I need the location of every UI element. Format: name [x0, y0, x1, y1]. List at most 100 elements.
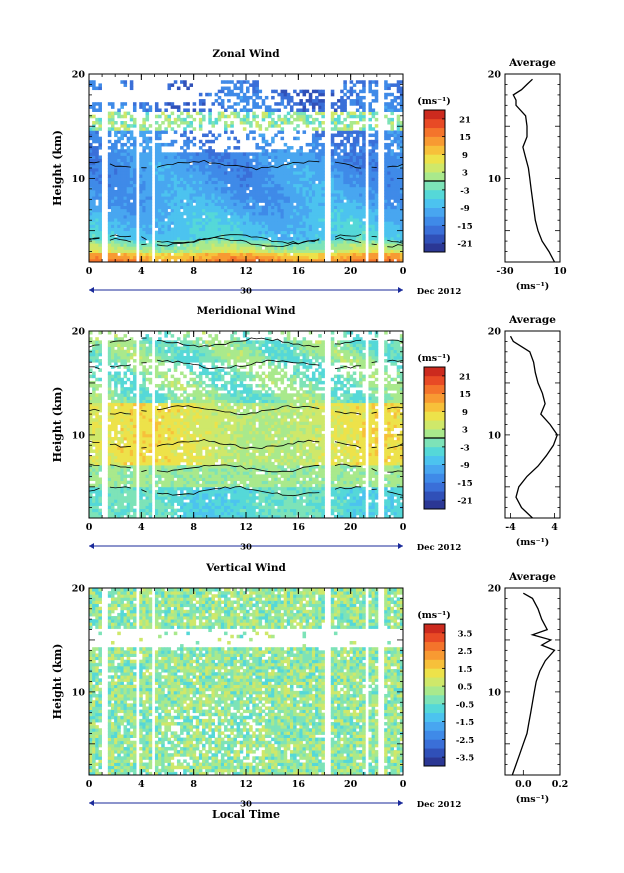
- heatmap-cell: [95, 127, 99, 131]
- heatmap-cell: [220, 114, 225, 119]
- heatmap-cell: [92, 246, 96, 250]
- heatmap-cell: [239, 86, 244, 91]
- heatmap-cell: [192, 230, 197, 235]
- heatmap-cell: [180, 199, 184, 203]
- heatmap-cell: [129, 189, 134, 194]
- heatmap-cell: [117, 418, 121, 422]
- heatmap-cell: [161, 243, 165, 247]
- heatmap-cell: [129, 440, 134, 444]
- heatmap-cell: [211, 102, 215, 106]
- heatmap-cell: [340, 224, 344, 228]
- heatmap-cell: [227, 174, 231, 178]
- heatmap-cell: [154, 180, 159, 185]
- heatmap-cell: [355, 171, 360, 175]
- heatmap-cell: [98, 415, 102, 419]
- heatmap-cell: [264, 202, 269, 206]
- heatmap-cell: [355, 168, 360, 172]
- heatmap-cell: [321, 174, 325, 178]
- heatmap-cell: [362, 149, 366, 153]
- heatmap-cell: [293, 205, 297, 210]
- heatmap-cell: [236, 111, 241, 116]
- heatmap-cell: [321, 202, 325, 206]
- heatmap-cell: [261, 224, 266, 228]
- heatmap-cell: [92, 202, 96, 206]
- heatmap-cell: [208, 146, 212, 150]
- heatmap-cell: [183, 208, 187, 213]
- heatmap-cell: [387, 86, 391, 91]
- heatmap-cell: [148, 152, 153, 156]
- heatmap-cell: [302, 174, 307, 178]
- heatmap-cell: [161, 121, 165, 125]
- heatmap-cell: [95, 177, 99, 181]
- heatmap-cell: [274, 183, 278, 188]
- heatmap-cell: [311, 227, 316, 232]
- heatmap-cell: [114, 355, 118, 360]
- heatmap-cell: [205, 189, 209, 194]
- heatmap-cell: [302, 224, 307, 228]
- heatmap-cell: [355, 155, 360, 159]
- heatmap-cell: [123, 365, 128, 369]
- heatmap-cell: [387, 215, 391, 219]
- heatmap-cell: [252, 114, 256, 119]
- heatmap-cell: [114, 258, 118, 263]
- heatmap-cell: [299, 99, 303, 103]
- heatmap-cell: [202, 149, 206, 153]
- heatmap-cell: [349, 80, 354, 84]
- heatmap-cell: [359, 193, 363, 197]
- heatmap-cell: [142, 149, 146, 153]
- heatmap-cell: [220, 89, 225, 94]
- heatmap-cell: [192, 255, 197, 260]
- heatmap-cell: [129, 130, 134, 134]
- heatmap-cell: [92, 83, 96, 87]
- heatmap-cell: [139, 352, 143, 357]
- heatmap-cell: [261, 193, 266, 197]
- heatmap-cell: [92, 502, 96, 506]
- heatmap-cell: [98, 218, 102, 222]
- heatmap-cell: [239, 80, 244, 84]
- heatmap-cell: [145, 205, 150, 210]
- heatmap-cell: [198, 215, 203, 219]
- heatmap-cell: [349, 180, 354, 185]
- heatmap-cell: [114, 390, 118, 394]
- heatmap-cell: [183, 211, 187, 216]
- heatmap-cell: [255, 196, 259, 200]
- heatmap-cell: [252, 99, 256, 103]
- heatmap-cell: [139, 362, 143, 366]
- heatmap-cell: [107, 408, 112, 413]
- heatmap-cell: [129, 508, 134, 513]
- heatmap-cell: [355, 243, 360, 247]
- heatmap-cell: [139, 461, 143, 466]
- heatmap-cell: [186, 249, 190, 253]
- heatmap-cell: [98, 121, 102, 125]
- heatmap-cell: [95, 246, 99, 250]
- heatmap-cell: [299, 186, 303, 191]
- heatmap-cell: [271, 158, 275, 163]
- heatmap-cell: [205, 202, 209, 206]
- heatmap-cell: [123, 458, 128, 463]
- heatmap-cell: [330, 233, 335, 238]
- heatmap-cell: [246, 202, 250, 206]
- heatmap-cell: [264, 152, 269, 156]
- heatmap-cell: [299, 233, 303, 238]
- heatmap-cell: [129, 387, 134, 391]
- heatmap-cell: [362, 95, 366, 100]
- heatmap-cell: [318, 240, 322, 244]
- heatmap-cell: [333, 221, 338, 225]
- heatmap-cell: [114, 252, 118, 257]
- heatmap-cell: [299, 89, 303, 94]
- heatmap-cell: [183, 258, 187, 263]
- heatmap-cell: [183, 102, 187, 106]
- heatmap-cell: [264, 161, 269, 166]
- heatmap-cell: [173, 218, 178, 222]
- heatmap-cell: [246, 180, 250, 185]
- heatmap-cell: [89, 196, 93, 200]
- heatmap-cell: [371, 164, 376, 169]
- heatmap-cell: [236, 158, 241, 163]
- heatmap-cell: [120, 362, 124, 366]
- heatmap-cell: [396, 186, 401, 191]
- heatmap-cell: [139, 196, 143, 200]
- heatmap-cell: [129, 258, 134, 263]
- heatmap-cell: [368, 218, 372, 222]
- heatmap-cell: [396, 224, 401, 228]
